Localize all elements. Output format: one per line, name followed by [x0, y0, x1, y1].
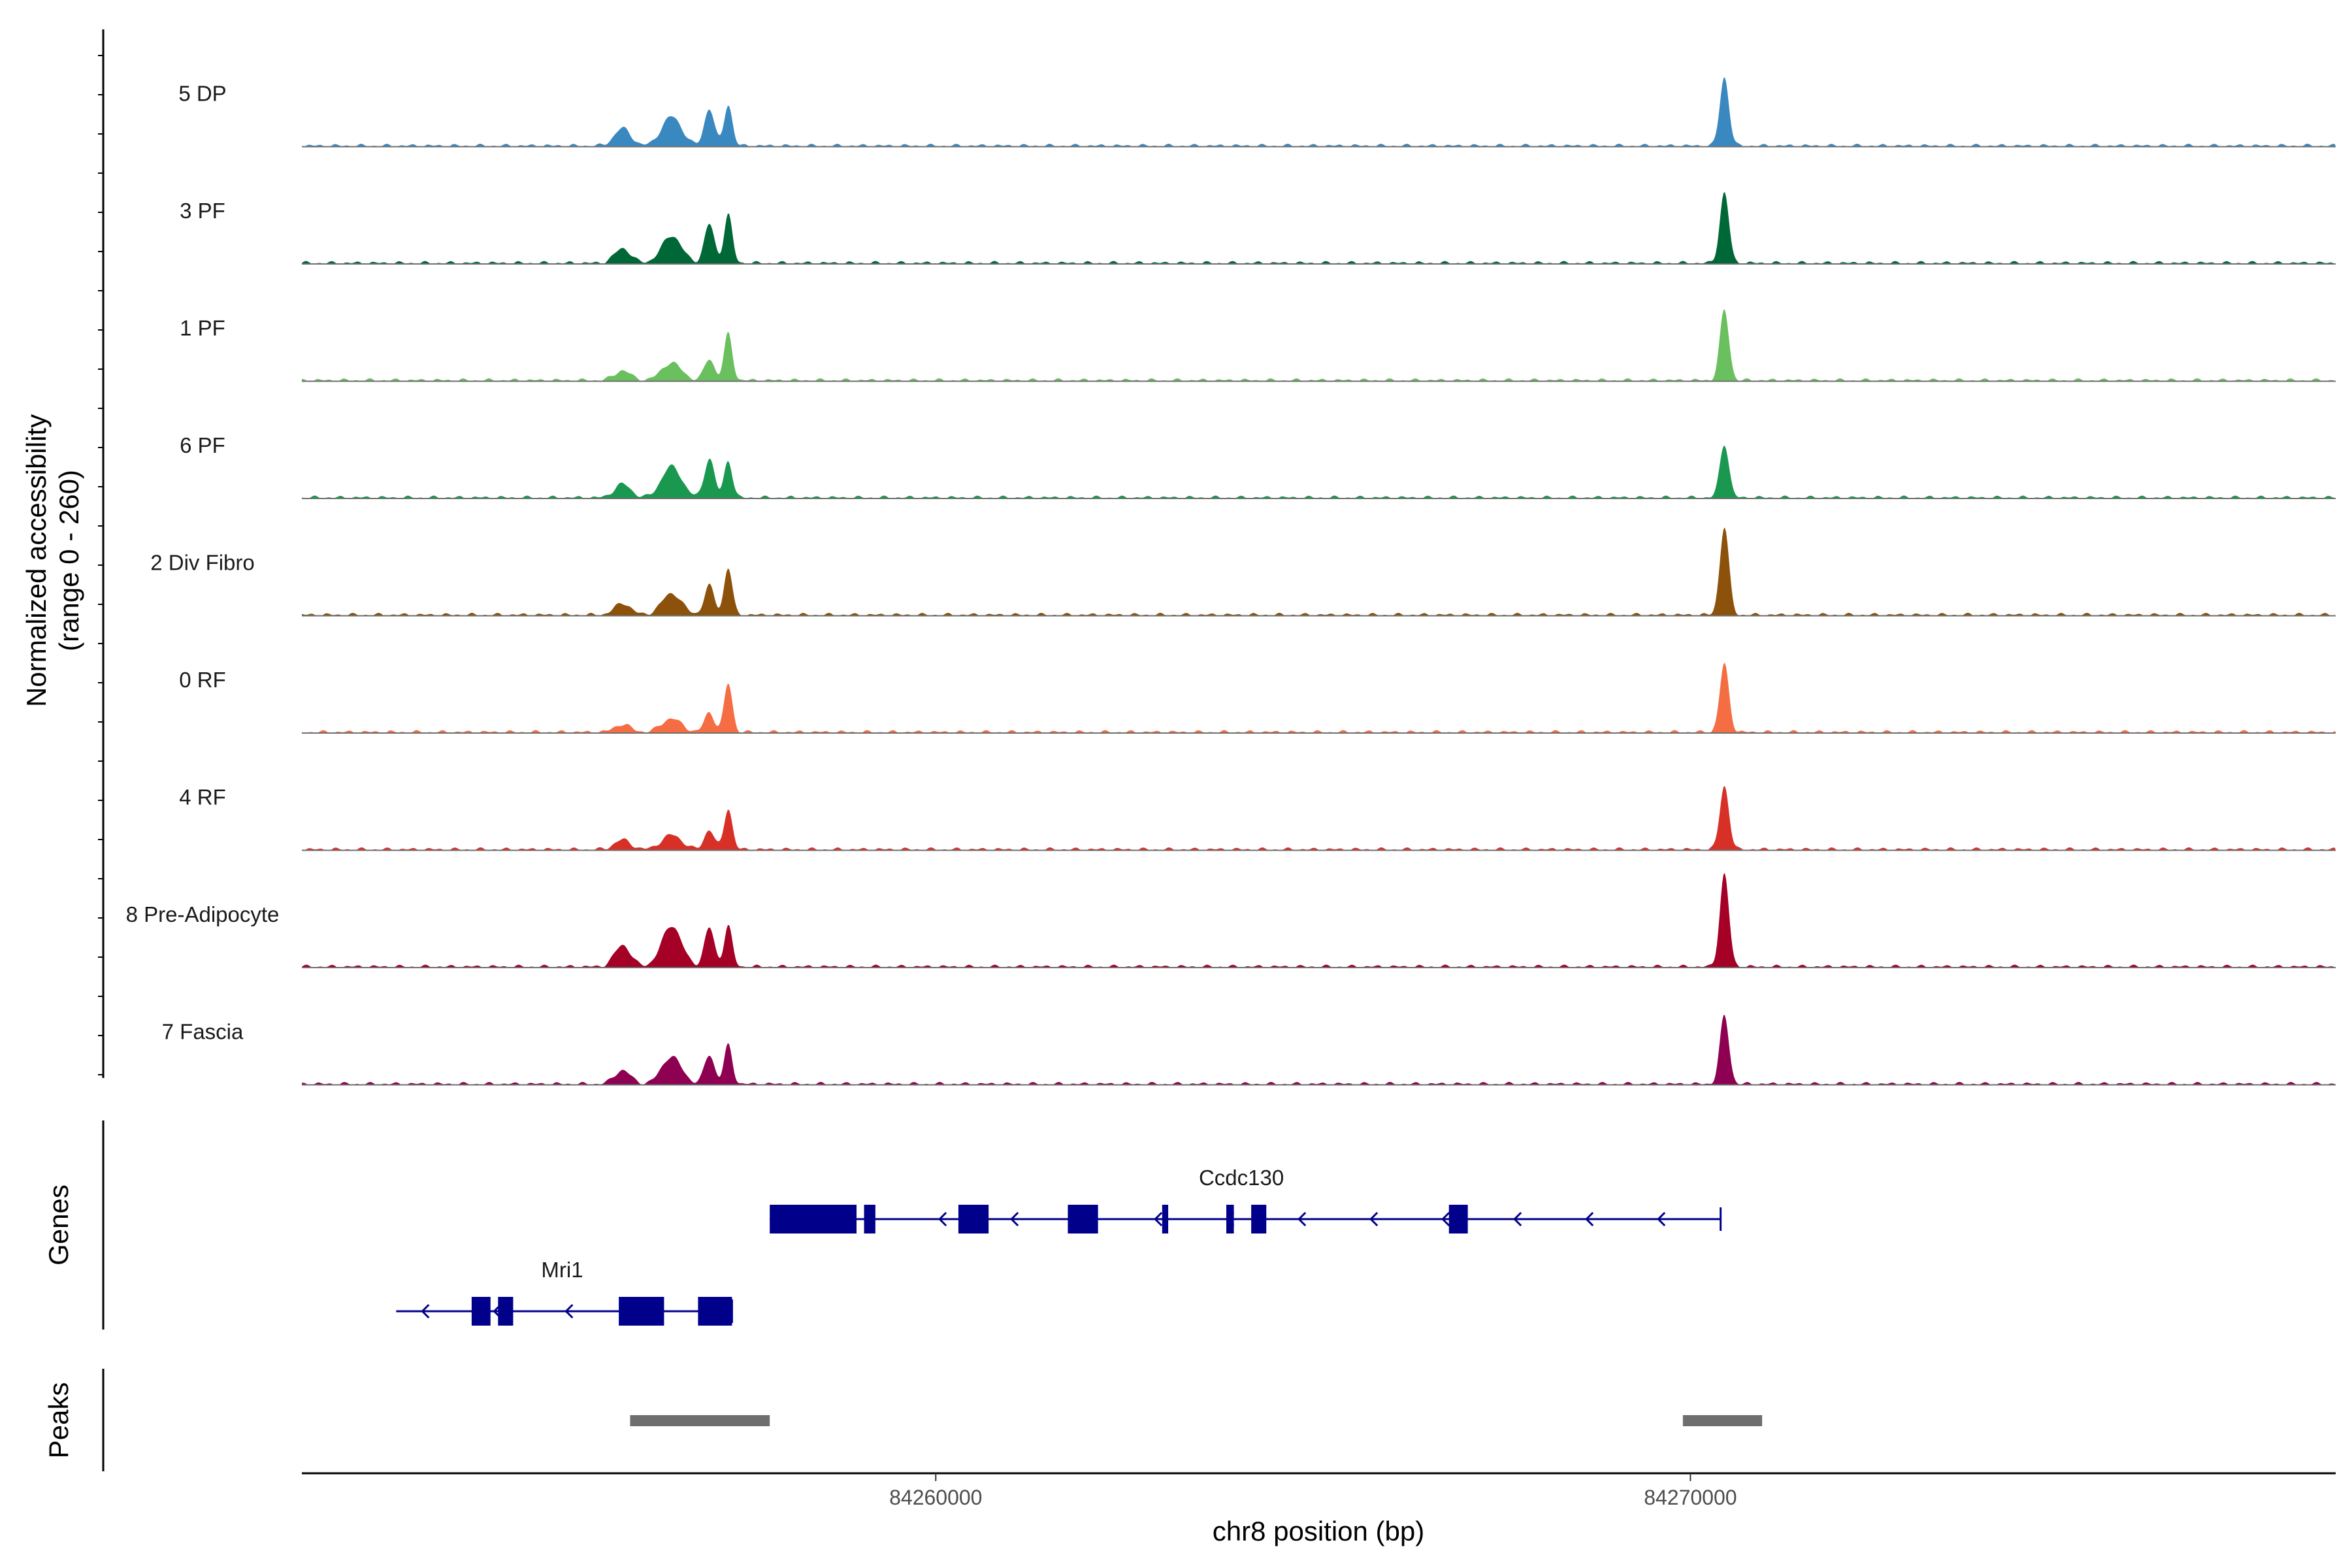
exon — [1251, 1205, 1267, 1233]
exon — [958, 1205, 989, 1233]
track-label: 5 DP — [178, 82, 226, 106]
track-label: 8 Pre-Adipocyte — [126, 902, 280, 926]
strand-arrow — [1513, 1211, 1522, 1227]
peak-region — [630, 1415, 770, 1426]
exon — [770, 1205, 857, 1233]
coverage-area — [302, 446, 2336, 498]
coverage-area — [302, 191, 2336, 264]
exon — [1162, 1205, 1169, 1233]
track-label: 1 PF — [180, 316, 225, 340]
y-axis-title-line2: (range 0 - 260) — [54, 470, 84, 651]
coverage-tracks: 5 DP 3 PF 1 PF 6 PF 2 Div Fibro 0 RF 4 RF 8 Pre… — [126, 77, 2336, 1086]
exon — [498, 1297, 514, 1326]
x-tick-label: 84270000 — [1644, 1486, 1737, 1509]
peak-region — [1682, 1415, 1763, 1426]
exon — [471, 1297, 491, 1326]
strand-arrow — [564, 1303, 574, 1319]
exon — [1448, 1205, 1468, 1233]
strand-arrow — [1657, 1211, 1666, 1227]
gene-label: Ccdc130 — [1199, 1166, 1284, 1190]
track-2-div-fibro: 2 Div Fibro — [150, 527, 2336, 617]
strand-arrow — [1369, 1211, 1379, 1227]
track-5-dp: 5 DP — [178, 77, 2336, 148]
track-0-rf: 0 RF — [179, 662, 2336, 734]
track-1-pf: 1 PF — [180, 309, 2336, 382]
gene-mri1: Mri1 — [396, 1258, 733, 1326]
strand-arrow — [1441, 1211, 1450, 1227]
track-label: 0 RF — [179, 668, 226, 692]
strand-arrow — [938, 1211, 947, 1227]
track-6-pf: 6 PF — [180, 433, 2336, 499]
x-axis-title: chr8 position (bp) — [1213, 1516, 1425, 1546]
strand-arrow — [421, 1303, 430, 1319]
track-label: 2 Div Fibro — [150, 551, 255, 575]
track-4-rf: 4 RF — [179, 785, 2336, 851]
y-axis-title-line1: Normalized accessibility — [21, 414, 52, 707]
exon — [1068, 1205, 1098, 1233]
strand-arrow — [1585, 1211, 1594, 1227]
exon — [619, 1297, 664, 1326]
gene-label: Mri1 — [541, 1258, 583, 1282]
exon — [1226, 1205, 1234, 1233]
gene-track: Ccdc130 Mri1 — [396, 1166, 1722, 1326]
track-7-fascia: 7 Fascia — [162, 1015, 2336, 1086]
track-3-pf: 3 PF — [180, 191, 2336, 265]
x-tick-label: 84260000 — [889, 1486, 982, 1509]
exon — [864, 1205, 875, 1233]
track-label: 6 PF — [180, 433, 225, 457]
x-axis-ticks: 84260000 84270000 — [889, 1473, 1737, 1509]
strand-arrow — [1010, 1211, 1019, 1227]
exon — [698, 1297, 732, 1326]
track-label: 4 RF — [179, 785, 226, 809]
peak-track — [630, 1415, 1763, 1426]
track-label: 7 Fascia — [162, 1020, 244, 1044]
strand-arrow — [1154, 1211, 1163, 1227]
coverage-y-ticks — [98, 55, 103, 1075]
track-label: 3 PF — [180, 199, 225, 223]
peaks-panel-title: Peaks — [43, 1382, 74, 1459]
track-8-pre-adipocyte: 8 Pre-Adipocyte — [126, 873, 2336, 968]
genes-panel-title: Genes — [43, 1184, 74, 1266]
gene-ccdc130: Ccdc130 — [770, 1166, 1722, 1233]
y-axis-title: Normalized accessibility (range 0 - 260) — [21, 414, 84, 707]
coverage-area — [302, 77, 2336, 147]
strand-arrow — [1298, 1211, 1307, 1227]
